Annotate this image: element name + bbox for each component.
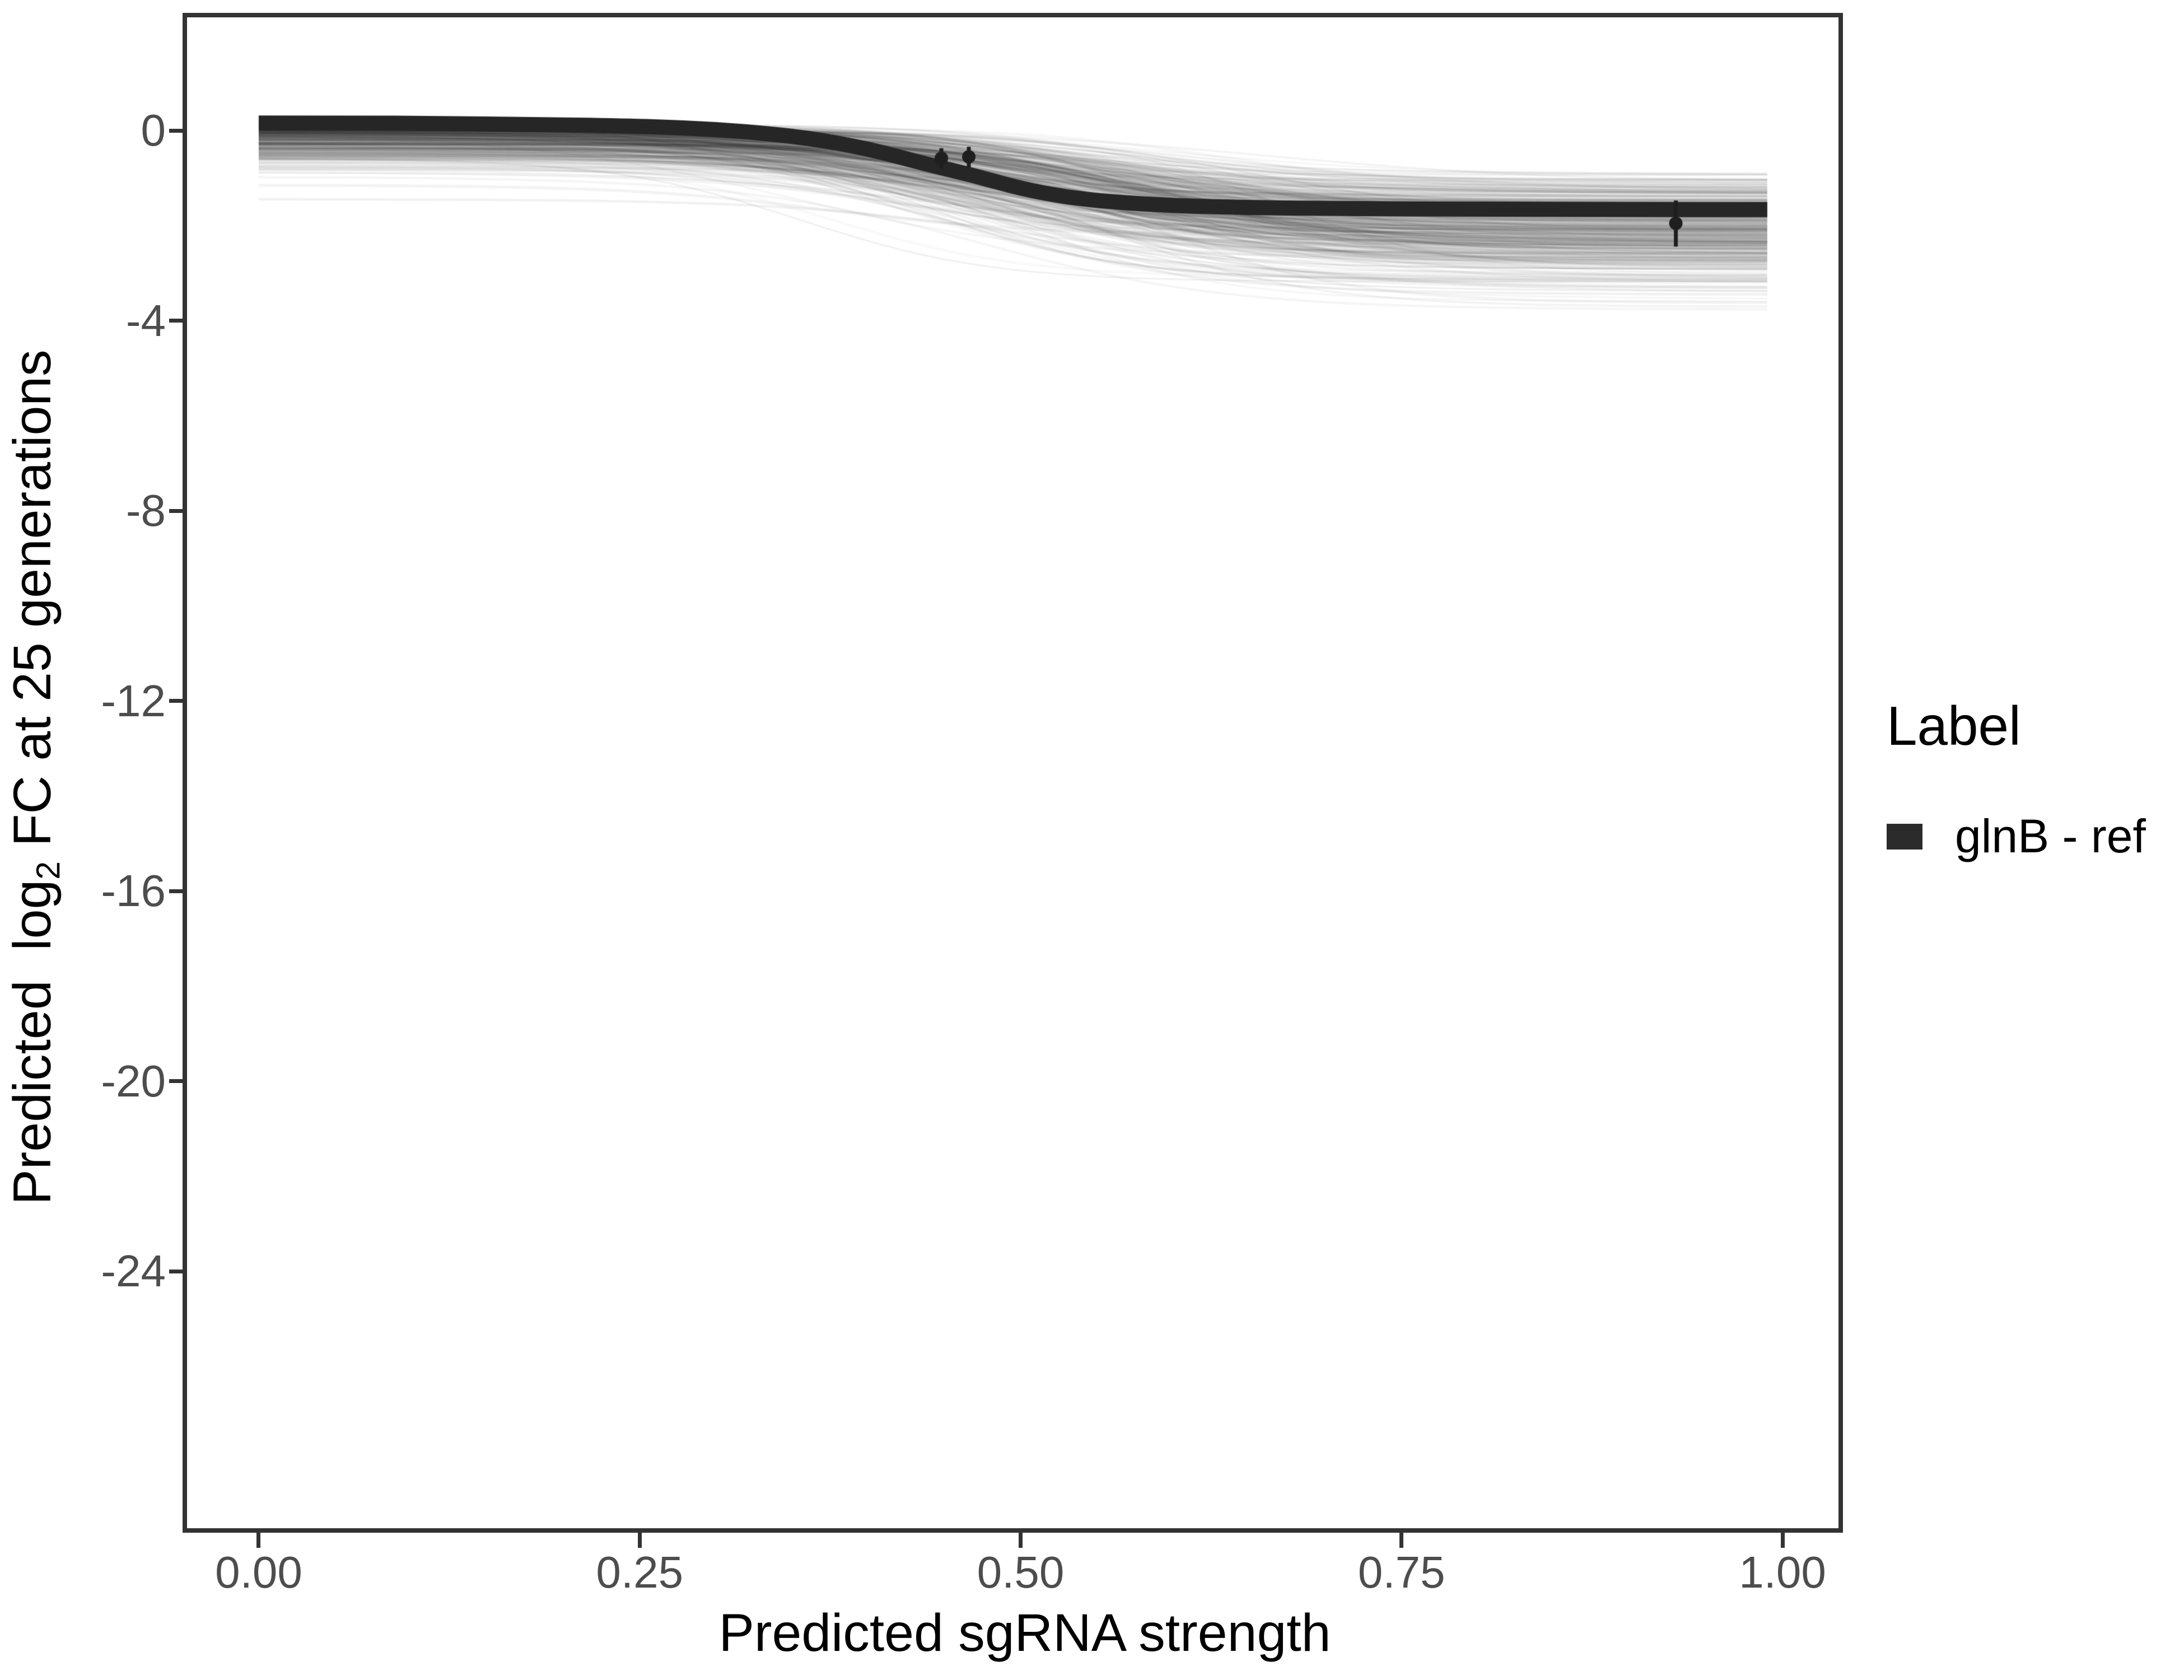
- x-tick-mark: [1780, 1533, 1785, 1548]
- x-tick-mark: [637, 1533, 642, 1548]
- y-axis-title: Predicted log2 FC at 25 generations: [2, 349, 67, 1205]
- x-tick-mark: [1399, 1533, 1404, 1548]
- y-tick-label: -20: [101, 1056, 166, 1106]
- legend-key-swatch: [1887, 823, 1922, 850]
- y-axis-title-subscript: 2: [30, 861, 67, 880]
- legend-title: Label: [1887, 695, 2021, 757]
- x-tick-mark: [256, 1533, 261, 1548]
- y-tick-mark: [169, 508, 184, 513]
- y-tick-mark: [169, 319, 184, 323]
- y-tick-label: -8: [125, 486, 166, 536]
- y-tick-mark: [169, 1269, 184, 1273]
- x-tick-label: 0.50: [977, 1547, 1065, 1597]
- y-tick-label: 0: [141, 105, 166, 156]
- y-tick-label: -24: [101, 1246, 166, 1296]
- x-axis-title: Predicted sgRNA strength: [718, 1603, 1331, 1663]
- y-tick-label: -4: [125, 295, 166, 346]
- y-tick-mark: [169, 889, 184, 893]
- x-tick-mark: [1019, 1533, 1023, 1548]
- y-tick-mark: [169, 128, 184, 133]
- x-tick-label: 0.75: [1357, 1547, 1445, 1597]
- y-tick-label: -12: [101, 675, 166, 726]
- legend-entry-label: glnB - ref: [1955, 810, 2146, 862]
- x-tick-label: 0.25: [596, 1547, 684, 1597]
- y-tick-label: -16: [101, 866, 166, 916]
- x-tick-label: 1.00: [1739, 1547, 1826, 1597]
- y-tick-mark: [169, 699, 184, 703]
- y-axis-title-post: FC at 25 generations: [2, 349, 62, 861]
- legend: Label glnB - ref: [1887, 694, 2146, 864]
- x-tick-label: 0.00: [215, 1547, 302, 1597]
- legend-entry: glnB - ref: [1887, 809, 2146, 864]
- y-axis-title-pre: Predicted log: [2, 879, 62, 1205]
- y-tick-mark: [169, 1079, 184, 1084]
